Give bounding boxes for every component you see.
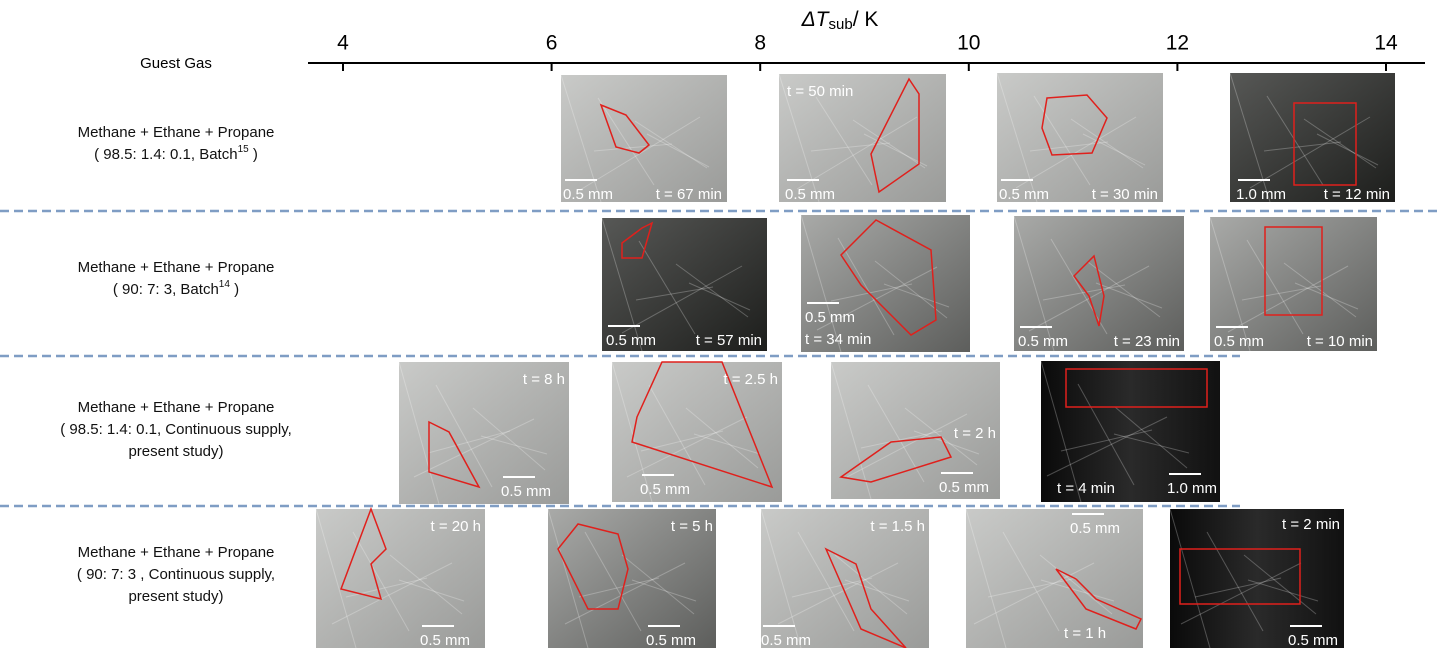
micrograph: 0.5 mm t = 8 h: [399, 362, 569, 504]
scale-label: 0.5 mm: [805, 309, 855, 326]
row-label: Methane + Ethane + Propane: [78, 544, 275, 561]
time-label: t = 34 min: [805, 331, 871, 348]
scale-label: 0.5 mm: [785, 186, 835, 203]
time-label: t = 8 h: [523, 371, 565, 388]
time-label: t = 2.5 h: [723, 371, 778, 388]
tick-label: 6: [546, 32, 558, 55]
row-label: ( 98.5: 1.4: 0.1, Continuous supply,: [60, 421, 292, 438]
time-label: t = 67 min: [656, 186, 722, 203]
micrograph: 0.5 mm t = 23 min: [1014, 216, 1184, 351]
tick-label: 10: [957, 32, 980, 55]
reference: 15: [238, 144, 250, 155]
row-label-text: Methane + Ethane + Propane: [78, 259, 275, 276]
row-label: Methane + Ethane + Propane: [78, 124, 275, 141]
row-label-text: Methane + Ethane + Propane: [78, 544, 275, 561]
micrograph: 0.5 mm t = 30 min: [997, 73, 1163, 203]
time-label: t = 12 min: [1324, 186, 1390, 203]
micrograph: 0.5 mm t = 20 h: [316, 509, 485, 648]
image-placeholder: [1230, 73, 1395, 202]
tick-label: 14: [1374, 32, 1398, 55]
micrograph: 0.5 mm t = 10 min: [1210, 217, 1377, 351]
time-label: t = 57 min: [696, 332, 762, 349]
scale-label: 0.5 mm: [939, 479, 989, 496]
time-label: t = 2 min: [1282, 516, 1340, 533]
time-label: t = 2 h: [954, 425, 996, 442]
micrograph: 0.5 mm t = 57 min: [602, 218, 767, 351]
row-label-text: Methane + Ethane + Propane: [78, 399, 275, 416]
micrograph: 1.0 mm t = 12 min: [1230, 73, 1395, 203]
time-label: t = 4 min: [1057, 480, 1115, 497]
micrograph: 0.5 mm t = 50 min: [779, 74, 946, 203]
scale-label: 0.5 mm: [1214, 333, 1264, 350]
scale-label: 0.5 mm: [646, 632, 696, 648]
row-label-text: present study): [128, 443, 223, 460]
row-label: present study): [128, 588, 223, 605]
row-label: ( 98.5: 1.4: 0.1, Batch15 ): [94, 144, 258, 163]
time-label: t = 5 h: [671, 518, 713, 535]
row-label-text: ( 90: 7: 3 , Continuous supply,: [77, 566, 275, 583]
reference: 14: [219, 279, 231, 290]
micrograph: 0.5 mm t = 5 h: [548, 509, 716, 648]
time-label: t = 20 h: [431, 518, 481, 535]
row-label-text: Methane + Ethane + Propane: [78, 124, 275, 141]
micrograph: 0.5 mm t = 1.5 h: [761, 509, 929, 648]
scale-label: 1.0 mm: [1236, 186, 1286, 203]
micrograph: 0.5 mm t = 67 min: [561, 75, 727, 203]
axis-title: ΔTsub/ K: [801, 8, 879, 33]
time-label: t = 1.5 h: [870, 518, 925, 535]
figure: ΔTsub/ K Guest Gas 4 6 8 10 12 14 Methane + Et…: [0, 0, 1440, 648]
tick-label: 12: [1166, 32, 1189, 55]
scale-label: 0.5 mm: [563, 186, 613, 203]
time-label: t = 1 h: [1064, 625, 1106, 642]
row-label: ( 90: 7: 3 , Continuous supply,: [77, 566, 275, 583]
time-label: t = 10 min: [1307, 333, 1373, 350]
scale-label: 0.5 mm: [1288, 632, 1338, 648]
scale-label: 0.5 mm: [420, 632, 470, 648]
tick-label: 8: [754, 32, 766, 55]
row-label: ( 90: 7: 3, Batch14 ): [113, 279, 239, 298]
row-label-text: present study): [128, 588, 223, 605]
image-placeholder: [1210, 217, 1377, 351]
time-label: t = 30 min: [1092, 186, 1158, 203]
micrograph: 0.5 mm t = 1 h: [966, 509, 1143, 648]
micrograph: 0.5 mm t = 2 h: [831, 362, 1000, 499]
micrograph: 0.5 mm t = 2 min: [1170, 509, 1344, 648]
row-label-close: ): [230, 281, 239, 298]
scale-label: 0.5 mm: [1018, 333, 1068, 350]
scale-label: 0.5 mm: [501, 483, 551, 500]
column-header: Guest Gas: [140, 55, 212, 72]
row-label-close: ): [249, 146, 258, 163]
tick-label: 4: [337, 32, 349, 55]
scale-label: 0.5 mm: [1070, 520, 1120, 537]
scale-label: 0.5 mm: [999, 186, 1049, 203]
micrograph: 0.5 mm t = 2.5 h: [612, 362, 782, 502]
time-label: t = 23 min: [1114, 333, 1180, 350]
image-placeholder: [1014, 216, 1184, 351]
scale-label: 0.5 mm: [640, 481, 690, 498]
row-label-text: ( 90: 7: 3, Batch: [113, 281, 219, 298]
micrograph: 1.0 mm t = 4 min: [1041, 361, 1220, 502]
scale-label: 0.5 mm: [761, 632, 811, 648]
scale-label: 1.0 mm: [1167, 480, 1217, 497]
row-label: present study): [128, 443, 223, 460]
row-label-text: ( 98.5: 1.4: 0.1, Batch: [94, 146, 237, 163]
time-label: t = 50 min: [787, 83, 853, 100]
row-label-text: ( 98.5: 1.4: 0.1, Continuous supply,: [60, 421, 292, 438]
row-label: Methane + Ethane + Propane: [78, 399, 275, 416]
micrograph: 0.5 mm t = 34 min: [801, 215, 970, 352]
scale-label: 0.5 mm: [606, 332, 656, 349]
image-placeholder: [997, 73, 1163, 202]
row-label: Methane + Ethane + Propane: [78, 259, 275, 276]
